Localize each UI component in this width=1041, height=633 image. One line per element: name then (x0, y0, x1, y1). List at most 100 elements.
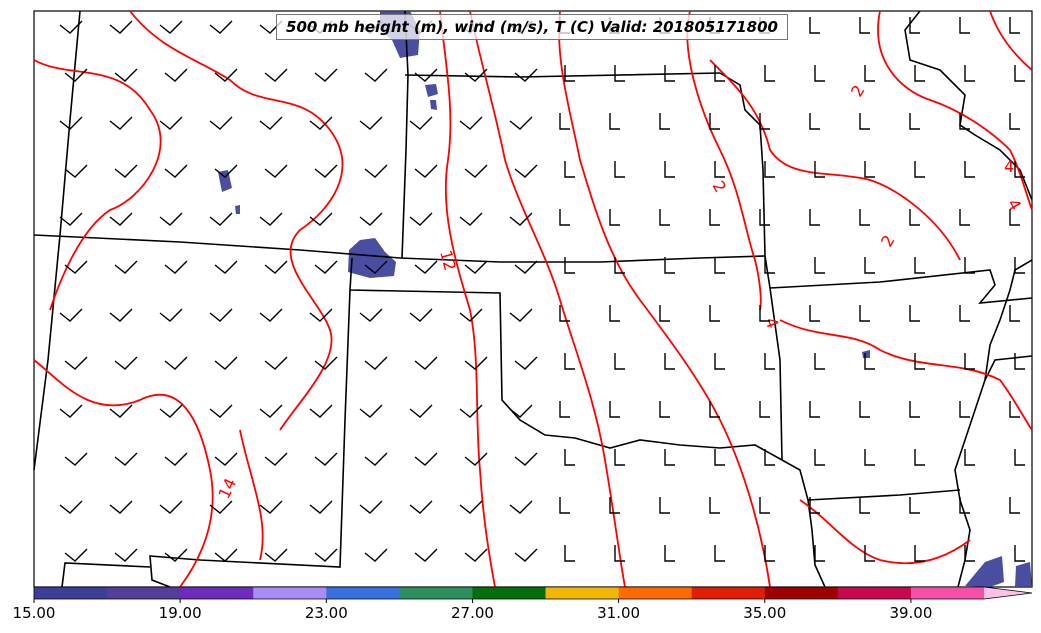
wind-barb (564, 161, 575, 178)
wind-barb (464, 452, 488, 466)
state-border (904, 10, 1033, 201)
wind-barb (164, 260, 188, 274)
wind-barb (514, 68, 538, 82)
wind-barb (614, 161, 625, 178)
colorbar-segment (837, 587, 912, 599)
colorbar-tick-label: 15.00 (12, 604, 56, 622)
wind-barb (364, 356, 388, 370)
wind-barb (409, 308, 433, 322)
wind-barb (864, 161, 875, 178)
wind-barb (814, 65, 825, 82)
wind-barb (109, 20, 133, 34)
wind-barb (459, 404, 483, 418)
wind-barb (1009, 401, 1020, 418)
wind-barb (114, 356, 138, 370)
wind-barb (414, 164, 438, 178)
wind-barb (414, 68, 438, 82)
wind-barb (414, 452, 438, 466)
wind-barb (864, 257, 875, 274)
wind-barb (809, 497, 820, 514)
temp-contour (989, 10, 1033, 71)
wind-barb (959, 497, 970, 514)
wind-barb (714, 545, 725, 562)
wind-barb (959, 209, 970, 226)
wind-barb (364, 68, 388, 82)
wind-barb (859, 401, 870, 418)
wind-barb (1014, 449, 1025, 466)
wind-barb (764, 65, 775, 82)
colorbar (33, 586, 1033, 600)
colorbar-ticks (33, 599, 912, 603)
wind-barb (709, 113, 720, 130)
wind-barb (59, 500, 83, 514)
wind-barb (114, 452, 138, 466)
wind-barb (214, 164, 238, 178)
wind-barb (714, 353, 725, 370)
wind-barb (759, 401, 770, 418)
wind-barb (964, 545, 975, 562)
wind-barb (859, 305, 870, 322)
wind-barb (764, 545, 775, 562)
wind-barb (214, 356, 238, 370)
wind-barb (314, 356, 338, 370)
wind-barb (909, 113, 920, 130)
wind-barb (814, 449, 825, 466)
wind-barb (759, 497, 770, 514)
wind-barb (164, 68, 188, 82)
wind-barb (359, 212, 383, 226)
wind-barb (514, 164, 538, 178)
wind-barb (659, 401, 670, 418)
colorbar-extend-arrow (984, 587, 1032, 599)
temp-contour (799, 499, 971, 565)
wind-barb (259, 500, 283, 514)
colorbar-segment (180, 587, 254, 599)
wind-barb (709, 497, 720, 514)
wind-barb (764, 257, 775, 274)
wind-barb (914, 545, 925, 562)
wind-shading-patch (235, 205, 240, 214)
wind-barb (559, 113, 570, 130)
map-frame (33, 10, 1033, 588)
state-border (781, 459, 826, 588)
wind-barb (259, 212, 283, 226)
wind-shading-patch (218, 170, 232, 192)
wind-barb (359, 308, 383, 322)
wind-barb (714, 257, 725, 274)
wind-barb (659, 113, 670, 130)
wind-barb (564, 353, 575, 370)
wind-barb (464, 164, 488, 178)
map-title: 500 mb height (m), wind (m/s), T (C) Val… (286, 18, 778, 36)
wind-barb (714, 161, 725, 178)
wind-barb (614, 257, 625, 274)
wind-barb (1014, 545, 1025, 562)
wind-barb (759, 305, 770, 322)
wind-barb (514, 548, 538, 562)
wind-barb (59, 212, 83, 226)
state-border (984, 355, 1033, 381)
wind-barb (814, 545, 825, 562)
wind-barb (459, 116, 483, 130)
wind-barb (159, 500, 183, 514)
wind-barb (59, 20, 83, 34)
wind-barb (709, 305, 720, 322)
wind-barb (614, 353, 625, 370)
wind-barb (964, 449, 975, 466)
wind-barb (759, 209, 770, 226)
wind-barb (259, 116, 283, 130)
wind-barb (464, 260, 488, 274)
wind-barb (109, 500, 133, 514)
wind-barb (809, 17, 820, 34)
wind-barb (459, 212, 483, 226)
wind-shading-patch (348, 238, 396, 278)
wind-barb (814, 353, 825, 370)
wind-barb (109, 116, 133, 130)
wind-barb (809, 401, 820, 418)
wind-barb (359, 500, 383, 514)
wind-barb (359, 116, 383, 130)
state-border (769, 269, 1033, 304)
wind-barb (664, 161, 675, 178)
wind-shading-patch (425, 84, 438, 97)
wind-barb (964, 257, 975, 274)
colorbar-tick-label: 39.00 (889, 604, 933, 622)
wind-barb (309, 308, 333, 322)
